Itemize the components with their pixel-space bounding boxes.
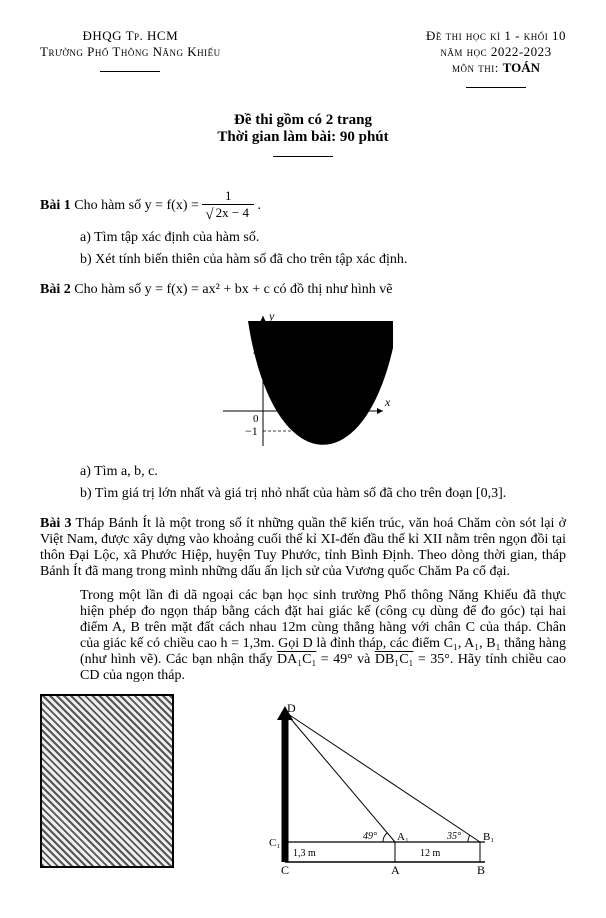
label-A1: A₁ [397, 831, 409, 843]
bai1-lhs: y = f(x) = [145, 198, 203, 213]
sight-a [285, 712, 395, 842]
bai1-stem-pre: Cho hàm số [74, 198, 144, 213]
y-intercept-label: 3 [253, 343, 259, 357]
exam-line3: môn thi: TOÁN [426, 60, 566, 76]
x-axis-label: x [384, 395, 391, 409]
title-block: Đề thi gồm có 2 trang Thời gian làm bài:… [40, 112, 566, 162]
arc-b [468, 835, 470, 842]
label-A: A [391, 863, 400, 877]
header: ĐHQG Tp. HCM Trường Phổ Thông Năng Khiếu… [40, 28, 566, 92]
header-left: ĐHQG Tp. HCM Trường Phổ Thông Năng Khiếu [40, 28, 221, 92]
bai3-figures: D C₁ A₁ B₁ C A B 49° 35° 1,3 m 12 m [40, 694, 566, 890]
bai2-graph: polyline[data-name="parabola"]{display:n… [213, 306, 393, 456]
bai3-p2: Trong một lần đi dã ngoại các bạn học si… [80, 588, 566, 684]
header-rule-left [100, 71, 160, 72]
bai2-a: a) Tìm a, b, c. [80, 464, 566, 480]
bai2-label: Bài 2 [40, 282, 71, 297]
label-ang-a: 49° [363, 831, 377, 842]
label-ang-b: 35° [446, 831, 461, 842]
origin-label: 0 [253, 413, 259, 425]
bai1-b: b) Xét tính biến thiên của hàm số đã cho… [80, 252, 566, 268]
bai3-diagram: D C₁ A₁ B₁ C A B 49° 35° 1,3 m 12 m [265, 702, 505, 882]
school-line1: ĐHQG Tp. HCM [40, 28, 221, 44]
bai1-frac-den-inner: 2x − 4 [214, 204, 251, 220]
bai2-stem: Cho hàm số y = f(x) = ax² + bx + c có đồ… [74, 282, 392, 297]
label-h: 1,3 m [293, 848, 316, 859]
label-B1: B₁ [483, 831, 494, 843]
vertex-x-label: 2 [320, 399, 326, 411]
label-D: D [287, 702, 296, 715]
angle1-val: = 49° và [316, 652, 375, 667]
school-line2: Trường Phổ Thông Năng Khiếu [40, 44, 221, 60]
vertex-y-label: −1 [245, 424, 258, 438]
y-axis-label: y [268, 309, 275, 323]
angle-DB1C1: DB₁C₁ [375, 652, 414, 667]
bai1-label: Bài 1 [40, 198, 71, 213]
bai3: Bài 3 Tháp Bánh Ít là một trong số ít nh… [40, 516, 566, 890]
exam-line1: Đề thi học kì 1 - khối 10 [426, 28, 566, 44]
exam-line2: năm học 2022-2023 [426, 44, 566, 60]
label-B: B [477, 863, 485, 877]
bai2-b: b) Tìm giá trị lớn nhất và giá trị nhỏ n… [80, 486, 566, 502]
bai3-label: Bài 3 [40, 516, 71, 531]
header-rule-right [466, 87, 526, 88]
label-C1: C₁ [269, 837, 280, 849]
exam-subject: TOÁN [503, 60, 540, 75]
exam-subject-pre: môn thi: [452, 60, 503, 75]
bai3-p1: Tháp Bánh Ít là một trong số ít những qu… [40, 516, 566, 579]
label-ab: 12 m [420, 848, 441, 859]
vertex-point [326, 429, 330, 433]
sight-b [285, 712, 480, 842]
angle-DA1C1: DA₁C₁ [277, 652, 316, 667]
tower-photo [40, 694, 174, 868]
label-C: C [281, 863, 289, 877]
title-rule [273, 156, 333, 157]
bai1-frac-num: 1 [202, 188, 254, 205]
bai1-a: a) Tìm tập xác định của hàm số. [80, 230, 566, 246]
bai1-fraction: 1 √2x − 4 [202, 188, 254, 224]
bai1-frac-den: √2x − 4 [202, 205, 254, 224]
header-right: Đề thi học kì 1 - khối 10 năm học 2022-2… [426, 28, 566, 92]
arc-a [383, 833, 387, 842]
bai2: Bài 2 Cho hàm số y = f(x) = ax² + bx + c… [40, 282, 566, 502]
title-line2: Thời gian làm bài: 90 phút [40, 129, 566, 146]
bai1: Bài 1 Cho hàm số y = f(x) = 1 √2x − 4 . … [40, 188, 566, 268]
title-line1: Đề thi gồm có 2 trang [40, 112, 566, 129]
